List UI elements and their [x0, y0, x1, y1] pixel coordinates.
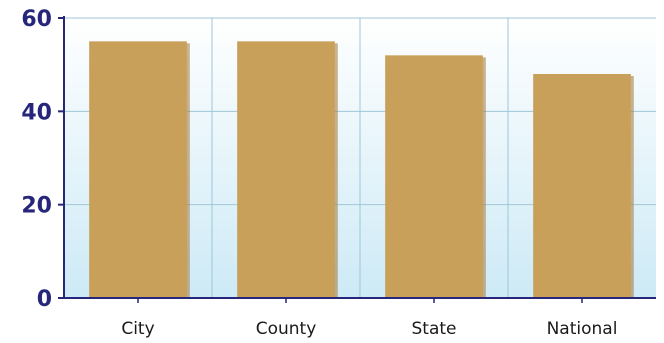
y-tick-label: 40 [21, 100, 52, 125]
bar-county [237, 41, 335, 298]
axes [58, 16, 656, 303]
y-tick-label: 0 [37, 287, 52, 312]
bar-series [89, 41, 634, 299]
x-tick-label-city: City [121, 319, 154, 339]
y-tick-label: 20 [21, 194, 52, 219]
x-tick-label-state: State [412, 319, 457, 339]
y-axis-tick-labels: 0 20 40 60 [21, 7, 52, 312]
bar-city [89, 41, 187, 298]
y-tick-label: 60 [21, 7, 52, 32]
x-tick-label-national: National [547, 319, 618, 339]
x-tick-label-county: County [256, 319, 317, 339]
x-axis-tick-labels: City County State National [121, 319, 617, 339]
bar-national [533, 74, 631, 298]
bar-state [385, 55, 483, 299]
